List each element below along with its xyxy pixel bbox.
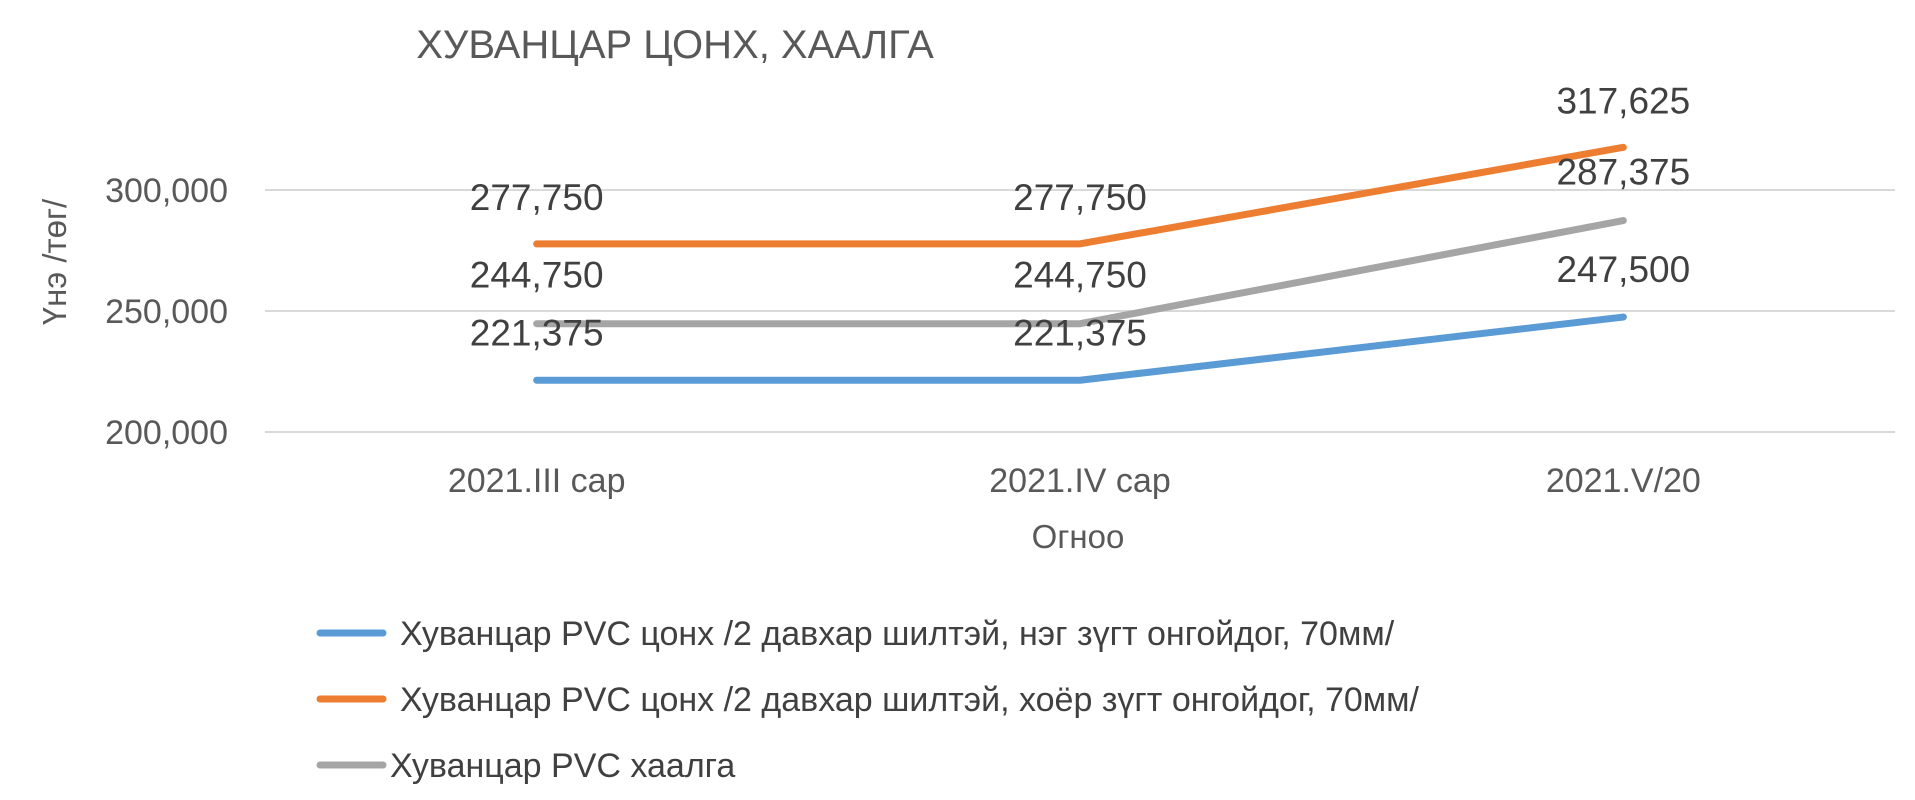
data-label: 221,375 [1013, 312, 1147, 353]
x-tick-label: 2021.III сар [448, 462, 626, 500]
data-label: 221,375 [470, 312, 604, 353]
legend: Хуванцар PVC цонх /2 давхар шилтэй, нэг … [316, 615, 1420, 785]
data-label: 247,500 [1556, 249, 1690, 290]
data-label: 317,625 [1556, 80, 1690, 121]
data-label: 244,750 [470, 255, 604, 296]
data-label: 277,750 [1013, 177, 1147, 218]
data-label: 244,750 [1013, 255, 1147, 296]
legend-label: Хуванцар PVC хаалга [390, 747, 735, 785]
legend-label: Хуванцар PVC цонх /2 давхар шилтэй, нэг … [400, 615, 1395, 653]
gridlines [265, 189, 1895, 433]
data-label: 277,750 [470, 177, 604, 218]
y-tick-label: 200,000 [105, 414, 228, 452]
data-label: 287,375 [1556, 152, 1690, 193]
y-axis-ticks: 200,000 250,000 300,000 [105, 172, 228, 452]
x-axis-label: Огноо [1032, 518, 1125, 555]
data-labels: 221,375 221,375 247,500 277,750 277,750 317,6… [470, 80, 1690, 353]
series-lines [533, 143, 1627, 384]
chart-title: ХУВАНЦАР ЦОНХ, ХААЛГА [416, 23, 934, 67]
x-tick-label: 2021.V/20 [1546, 462, 1701, 500]
legend-label: Хуванцар PVC цонх /2 давхар шилтэй, хоёр… [400, 681, 1420, 719]
y-tick-label: 250,000 [105, 293, 228, 331]
y-tick-label: 300,000 [105, 172, 228, 210]
x-axis-ticks: 2021.III сар 2021.IV сар 2021.V/20 [448, 462, 1701, 500]
x-tick-label: 2021.IV сар [989, 462, 1170, 500]
y-axis-label: Үнэ /төг/ [36, 198, 73, 325]
